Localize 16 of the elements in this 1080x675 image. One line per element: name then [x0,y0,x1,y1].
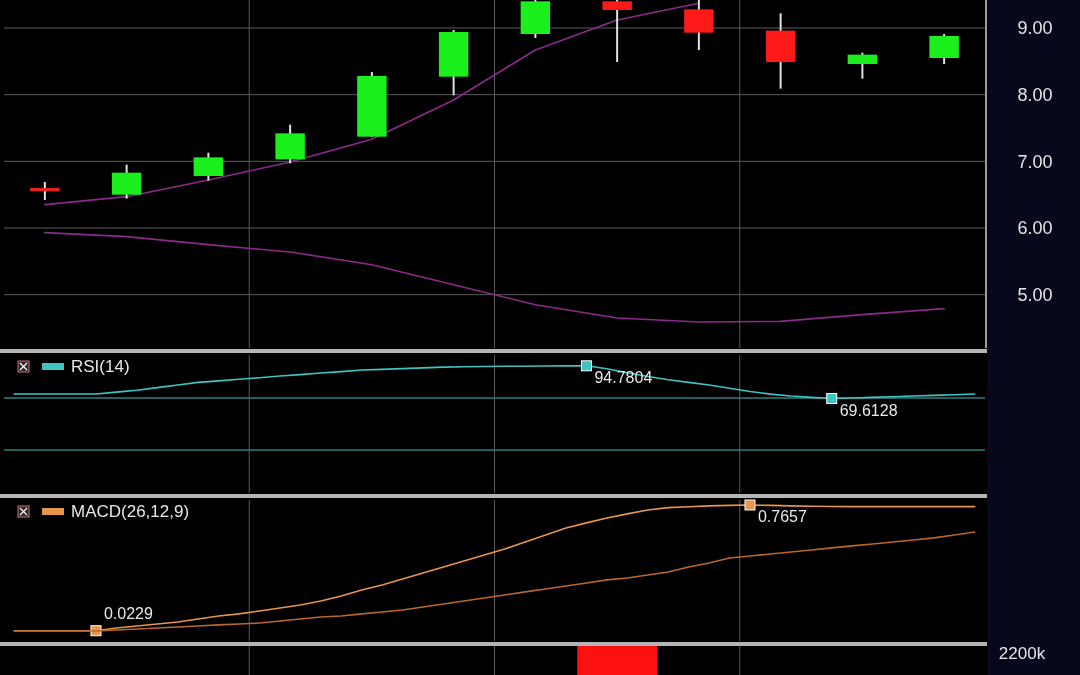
data-label: 94.7804 [594,368,653,386]
candlestick [847,51,878,80]
candlestick [602,0,632,63]
data-label: 0.0229 [103,604,154,622]
y-tick-label: 9.00 [1017,18,1053,39]
text: 2200k [998,644,1046,663]
y-tick-label: 7.00 [1017,151,1053,172]
legend-label: MACD(26,12,9) [71,502,190,521]
legend-label: RSI(14) [71,357,130,376]
y-tick-label: 8.00 [1017,84,1053,105]
y-tick-label: 6.00 [1017,218,1053,239]
data-label: 0.7657 [757,507,808,525]
y-tick-label: 5.00 [1017,284,1053,305]
line-series [44,231,945,323]
line-series [44,2,700,206]
data-label: 69.6128 [839,401,898,419]
